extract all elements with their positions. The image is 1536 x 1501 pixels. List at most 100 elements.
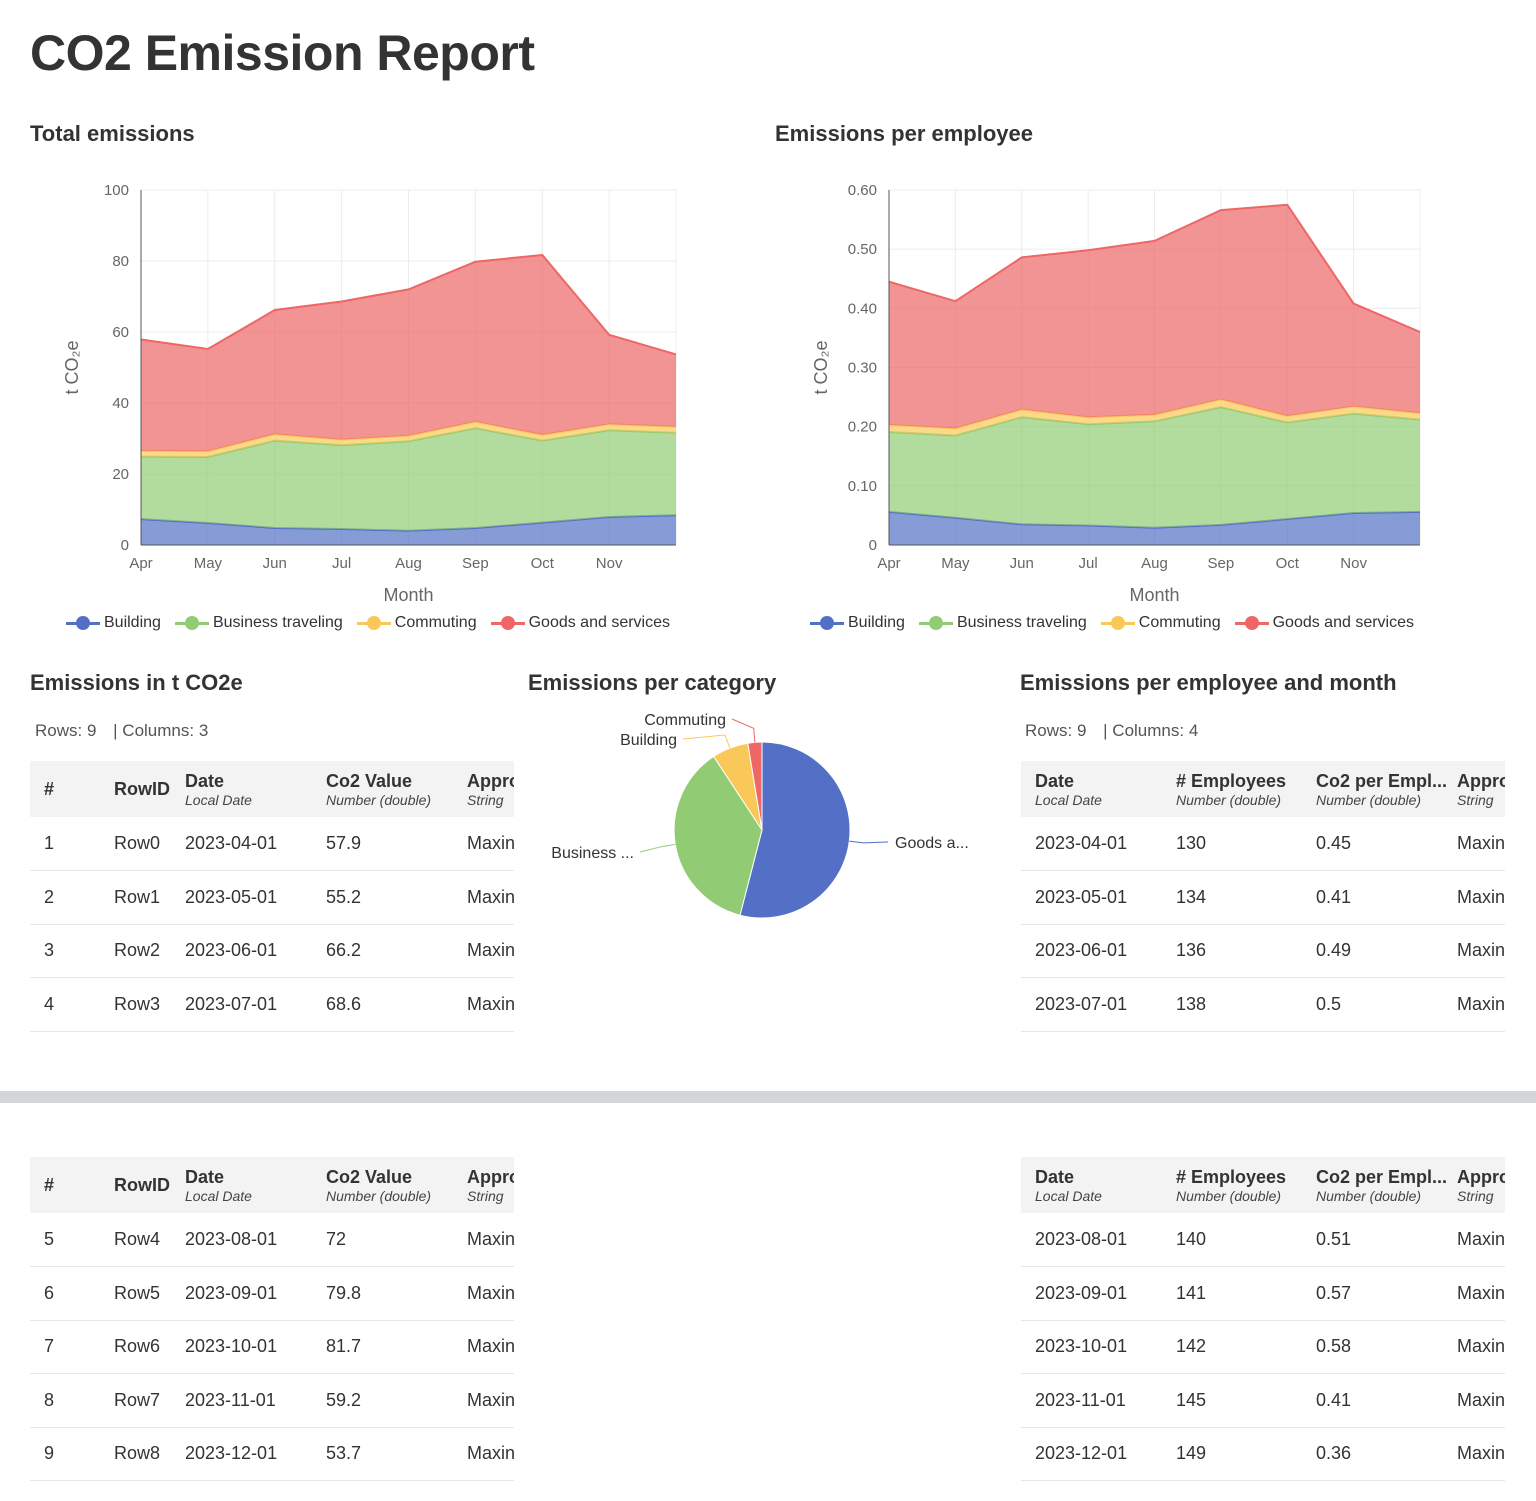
table-row[interactable]: 2023-12-01 149 0.36 Maxin [1021, 1427, 1505, 1481]
column-name: # Employees [1176, 771, 1287, 791]
table-cell: Maxin [1457, 940, 1505, 960]
pie-label-line [731, 718, 756, 743]
emissions-per-employee-chart: 0 0.10 0.20 0.30 0.40 0.50 0.60 Apr May Jun Jul Aug… [811, 182, 1421, 605]
table-cell: 2023-05-01 [1035, 886, 1128, 907]
x-tick-label: Jul [332, 555, 351, 572]
table-cell: 2 [44, 886, 55, 907]
table-cell: 0.49 [1316, 940, 1352, 960]
table-cell: 6 [44, 1282, 55, 1303]
table-row[interactable]: 2023-04-01 130 0.45 Maxin [1021, 817, 1505, 871]
column-type: Number (double) [1316, 792, 1422, 808]
y-tick-label: 20 [112, 466, 129, 483]
table-row[interactable]: 2023-10-01 142 0.58 Maxin [1021, 1320, 1505, 1374]
table-cell: 53.7 [326, 1443, 362, 1463]
page-title: CO2 Emission Report [30, 25, 535, 81]
pie-label-line [682, 734, 731, 749]
x-tick-label: Jun [1010, 555, 1034, 572]
table-row[interactable]: 2023-09-01 141 0.57 Maxin [1021, 1267, 1505, 1321]
table-row[interactable]: 2023-07-01 138 0.5 Maxin [1021, 978, 1505, 1032]
table-cell: Row7 [114, 1389, 161, 1410]
table-cell: 59.2 [326, 1389, 362, 1410]
legend-label: Goods and services [1272, 614, 1414, 631]
y-tick-label: 0.10 [848, 478, 877, 495]
x-tick-label: Jul [1079, 555, 1098, 572]
area-commuting [889, 399, 1420, 436]
table-row[interactable]: 8 Row7 2023-11-01 59.2 Maxin [30, 1374, 514, 1428]
legend-item-building[interactable]: Building [66, 614, 161, 632]
table-cell: Maxin [1457, 886, 1505, 907]
pie-slice-business-traveling [673, 755, 763, 916]
y-tick-label: 60 [112, 324, 129, 341]
table-row[interactable]: 5 Row4 2023-08-01 72 Maxin [30, 1213, 514, 1267]
table-row[interactable]: 1 Row0 2023-04-01 57.9 Maxin [30, 817, 514, 871]
table-row[interactable]: 2023-05-01 134 0.41 Maxin [1021, 871, 1505, 925]
table-cell: Maxin [467, 1443, 514, 1463]
column-name: # Employees [1176, 1167, 1287, 1187]
table-cell: 2023-12-01 [185, 1443, 278, 1463]
column-type: Number (double) [1176, 792, 1282, 808]
table-cell: 7 [44, 1336, 55, 1356]
table-row[interactable]: 4 Row3 2023-07-01 68.6 Maxin [30, 978, 514, 1032]
table-cell: Maxin [1457, 1443, 1505, 1463]
legend-item-commuting[interactable]: Commuting [1100, 614, 1221, 632]
y-tick-label: 0.20 [848, 419, 877, 436]
table-cell: Maxin [467, 833, 514, 853]
table-cell: 0.51 [1316, 1229, 1352, 1249]
emissions-per-category-chart: Goods a... Business ... Building Commuting [551, 712, 969, 919]
table-cell: 0.57 [1316, 1282, 1352, 1303]
legend-item-goods-and-services[interactable]: Goods and services [490, 614, 670, 632]
table-cell: 138 [1176, 993, 1207, 1014]
table-cell: 140 [1176, 1229, 1207, 1249]
table-row[interactable]: 2023-08-01 140 0.51 Maxin [1021, 1213, 1505, 1267]
table-cell: 2023-08-01 [185, 1229, 278, 1249]
column-type: Local Date [185, 1188, 252, 1204]
legend-item-goods-and-services[interactable]: Goods and services [1234, 614, 1414, 632]
table-cell: 5 [44, 1229, 55, 1249]
legend-item-commuting[interactable]: Commuting [356, 614, 477, 632]
legend-item-business-traveling[interactable]: Business traveling [174, 614, 343, 632]
table-row[interactable]: 2 Row1 2023-05-01 55.2 Maxin [30, 871, 514, 925]
table-row[interactable]: 6 Row5 2023-09-01 79.8 Maxin [30, 1267, 514, 1321]
table-cell: Maxin [1457, 1282, 1505, 1303]
columns-count: | Columns: 4 [1103, 721, 1199, 740]
table-header: # RowID Date Local Date Co2 Value Number (dou… [30, 1157, 514, 1213]
legend-label: Commuting [394, 614, 477, 631]
table-cell: 142 [1176, 1336, 1207, 1356]
table-cell: 79.8 [326, 1282, 362, 1303]
column-type: String [1457, 792, 1494, 808]
table-row[interactable]: 2023-11-01 145 0.41 Maxin [1021, 1374, 1505, 1428]
legend-marker-icon [356, 616, 391, 630]
rows-count: Rows: 9 [35, 721, 97, 740]
table-cell: Maxin [1457, 833, 1505, 853]
area-commuting [141, 421, 676, 457]
table-row[interactable]: 3 Row2 2023-06-01 66.2 Maxin [30, 924, 514, 978]
legend-item-building[interactable]: Building [810, 614, 905, 632]
table-cell: 0.41 [1316, 1389, 1352, 1410]
x-tick-label: Sep [462, 555, 489, 572]
table-cell: 8 [44, 1389, 55, 1410]
table-cell: 2023-10-01 [1035, 1336, 1128, 1356]
table-cell: 2023-04-01 [1035, 833, 1128, 853]
y-tick-label: 0.40 [848, 300, 877, 317]
table-cell: 136 [1176, 940, 1207, 960]
table-cell: 0.5 [1316, 993, 1342, 1014]
table-cell: Row1 [114, 886, 161, 907]
x-tick-label: Aug [395, 555, 422, 572]
legend-marker-icon [1234, 616, 1269, 630]
table-row[interactable]: 2023-06-01 136 0.49 Maxin [1021, 924, 1505, 978]
pie-label: Building [620, 732, 677, 749]
x-tick-label: Sep [1208, 555, 1235, 572]
table-cell: Row8 [114, 1443, 161, 1463]
legend-item-business-traveling[interactable]: Business traveling [918, 614, 1087, 632]
line-goods-and-services [140, 253, 677, 356]
table-row[interactable]: 9 Row8 2023-12-01 53.7 Maxin [30, 1427, 514, 1481]
line-goods-and-services [888, 203, 1421, 333]
column-type: Number (double) [1176, 1188, 1282, 1204]
table-cell: 2023-08-01 [1035, 1229, 1128, 1249]
table-row[interactable]: 7 Row6 2023-10-01 81.7 Maxin [30, 1320, 514, 1374]
legend-marker-icon [174, 616, 209, 630]
legend-marker-icon [490, 616, 525, 630]
y-tick-label: 0.50 [848, 241, 877, 258]
table-cell: Maxin [467, 886, 514, 907]
table-cell: 2023-06-01 [1035, 940, 1128, 960]
